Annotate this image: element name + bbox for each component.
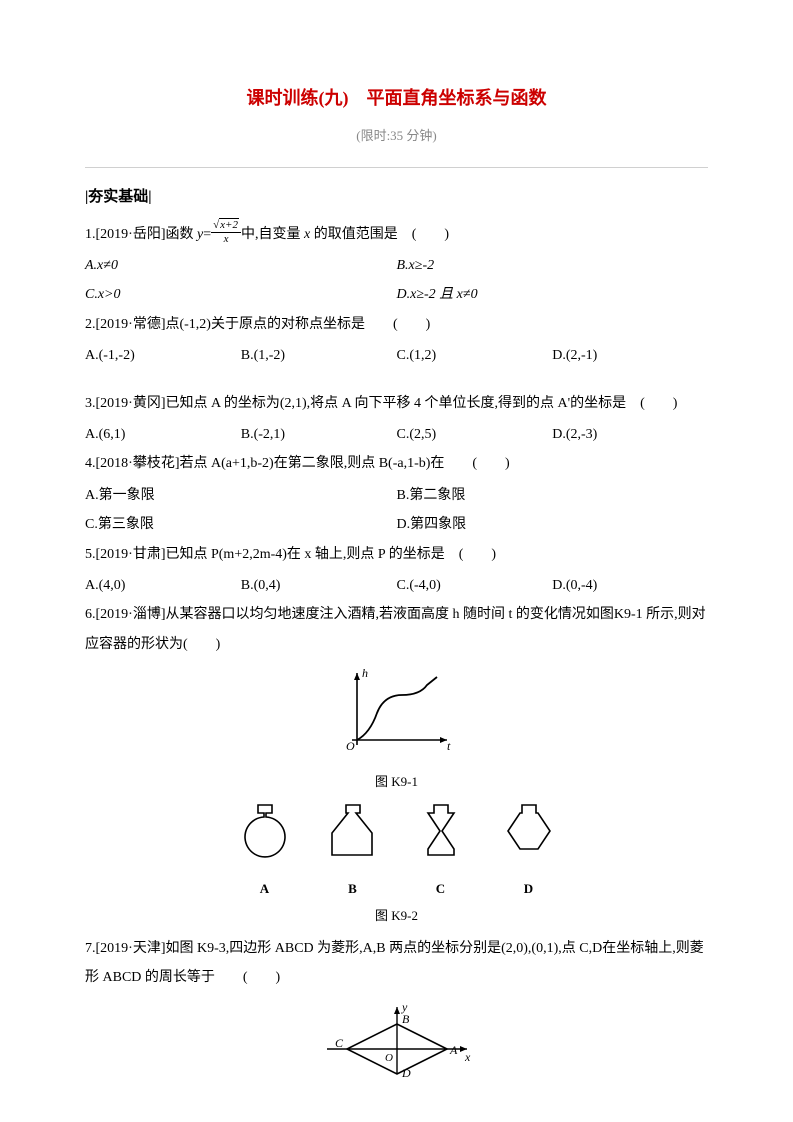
- axis-t-label: t: [447, 739, 451, 753]
- vessel-B: B: [324, 800, 382, 903]
- divider: [85, 167, 708, 168]
- q1-fraction: x+2 x: [211, 220, 241, 245]
- page-title: 课时训练(九) 平面直角坐标系与函数: [85, 80, 708, 118]
- q4-optD: D.第四象限: [397, 510, 709, 539]
- q2-optA: A.(-1,-2): [85, 341, 241, 370]
- question-4: 4.[2018·攀枝花]若点 A(a+1,b-2)在第二象限,则点 B(-a,1…: [85, 449, 708, 478]
- curve-graph-icon: h t O: [332, 665, 462, 755]
- spacer: [85, 371, 708, 389]
- pt-D-label: D: [401, 1066, 411, 1079]
- question-5: 5.[2019·甘肃]已知点 P(m+2,2m-4)在 x 轴上,则点 P 的坐…: [85, 540, 708, 569]
- q3-optA: A.(6,1): [85, 420, 241, 449]
- pt-B-label: B: [402, 1012, 410, 1026]
- q1-optA: A.x≠0: [85, 251, 397, 280]
- q1-optC: C.x>0: [85, 280, 397, 309]
- pt-A-label: A: [449, 1043, 458, 1057]
- vessel-C: C: [412, 800, 470, 903]
- q1-optB: B.x≥-2: [397, 251, 709, 280]
- question-2: 2.[2019·常德]点(-1,2)关于原点的对称点坐标是 ( ): [85, 310, 708, 339]
- q5-optA: A.(4,0): [85, 571, 241, 600]
- axis-x-label: x: [464, 1050, 471, 1064]
- q2-optC: C.(1,2): [397, 341, 553, 370]
- vessel-b-icon: [324, 800, 382, 862]
- q1-mid: 中,自变量: [241, 227, 304, 242]
- pt-C-label: C: [335, 1036, 344, 1050]
- q2-optB: B.(1,-2): [241, 341, 397, 370]
- origin-label: O: [385, 1052, 393, 1064]
- q5-options: A.(4,0) B.(0,4) C.(-4,0) D.(0,-4): [85, 571, 708, 600]
- q1-optD: D.x≥-2 且 x≠0: [397, 280, 709, 309]
- q4-options-cd: C.第三象限 D.第四象限: [85, 510, 708, 539]
- q1-options-ab: A.x≠0 B.x≥-2: [85, 251, 708, 280]
- q4-optA: A.第一象限: [85, 481, 397, 510]
- q2-options: A.(-1,-2) B.(1,-2) C.(1,2) D.(2,-1): [85, 341, 708, 370]
- q1-denominator: x: [211, 233, 241, 245]
- q1-y: y: [197, 227, 203, 242]
- figure-k9-3: y x O A B C D: [85, 999, 708, 1090]
- q5-optB: B.(0,4): [241, 571, 397, 600]
- question-6: 6.[2019·淄博]从某容器口以均匀地速度注入酒精,若液面高度 h 随时间 t…: [85, 600, 708, 659]
- question-3: 3.[2019·黄冈]已知点 A 的坐标为(2,1),将点 A 向下平移 4 个…: [85, 389, 708, 418]
- question-7: 7.[2019·天津]如图 K9-3,四边形 ABCD 为菱形,A,B 两点的坐…: [85, 934, 708, 993]
- q3-optC: C.(2,5): [397, 420, 553, 449]
- q4-optB: B.第二象限: [397, 481, 709, 510]
- vessel-d-icon: [500, 800, 558, 862]
- q3-optB: B.(-2,1): [241, 420, 397, 449]
- vessels-row: A B C D: [85, 800, 708, 903]
- q4-options-ab: A.第一象限 B.第二象限: [85, 481, 708, 510]
- time-limit: (限时:35 分钟): [85, 122, 708, 149]
- axis-h-label: h: [362, 666, 368, 680]
- q3-options: A.(6,1) B.(-2,1) C.(2,5) D.(2,-3): [85, 420, 708, 449]
- fig-k9-1-caption: 图 K9-1: [85, 768, 708, 795]
- q1-suffix: 的取值范围是 ( ): [310, 227, 449, 242]
- q5-optC: C.(-4,0): [397, 571, 553, 600]
- vessel-a-icon: [236, 800, 294, 862]
- fig-k9-2-caption: 图 K9-2: [85, 902, 708, 929]
- q2-optD: D.(2,-1): [552, 341, 708, 370]
- q1-prefix: 1.[2019·岳阳]函数: [85, 227, 197, 242]
- q3-optD: D.(2,-3): [552, 420, 708, 449]
- rhombus-graph-icon: y x O A B C D: [317, 999, 477, 1079]
- section-heading: |夯实基础|: [85, 182, 708, 214]
- axis-O-label: O: [346, 739, 355, 753]
- vessel-A: A: [236, 800, 294, 903]
- vessel-C-label: C: [412, 875, 470, 902]
- q4-optC: C.第三象限: [85, 510, 397, 539]
- q1-options-cd: C.x>0 D.x≥-2 且 x≠0: [85, 280, 708, 309]
- vessel-A-label: A: [236, 875, 294, 902]
- vessel-B-label: B: [324, 875, 382, 902]
- question-1: 1.[2019·岳阳]函数 y=x+2x中,自变量 x 的取值范围是 ( ): [85, 220, 708, 249]
- q1-radicand: x+2: [219, 218, 239, 231]
- vessel-D-label: D: [500, 875, 558, 902]
- vessel-c-icon: [412, 800, 470, 862]
- vessel-D: D: [500, 800, 558, 903]
- q5-optD: D.(0,-4): [552, 571, 708, 600]
- figure-k9-1: h t O: [85, 665, 708, 766]
